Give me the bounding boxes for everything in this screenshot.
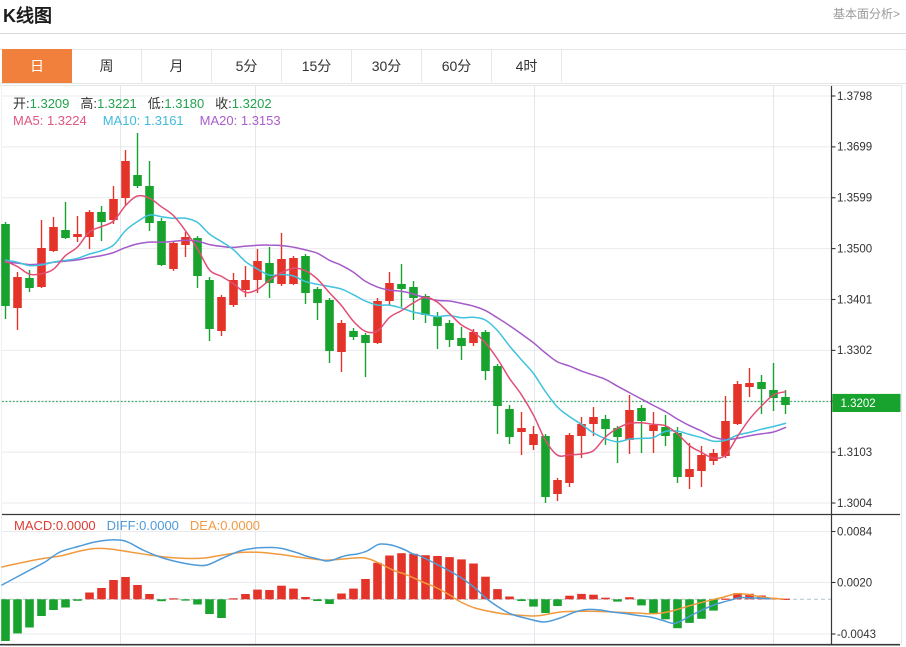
svg-text:1.3401: 1.3401 — [837, 294, 872, 306]
svg-text:1.3004: 1.3004 — [837, 498, 873, 510]
svg-text:1.3500: 1.3500 — [837, 243, 872, 255]
svg-text:0.0020: 0.0020 — [837, 577, 872, 589]
svg-text:1.3302: 1.3302 — [837, 345, 872, 357]
svg-text:-0.0043: -0.0043 — [837, 629, 876, 641]
svg-text:1.3599: 1.3599 — [837, 193, 872, 205]
svg-text:0.0084: 0.0084 — [837, 526, 873, 538]
svg-text:1.3103: 1.3103 — [837, 447, 872, 459]
svg-text:1.3699: 1.3699 — [837, 142, 872, 154]
svg-text:1.3798: 1.3798 — [837, 91, 872, 103]
svg-text:1.3202: 1.3202 — [841, 398, 876, 410]
